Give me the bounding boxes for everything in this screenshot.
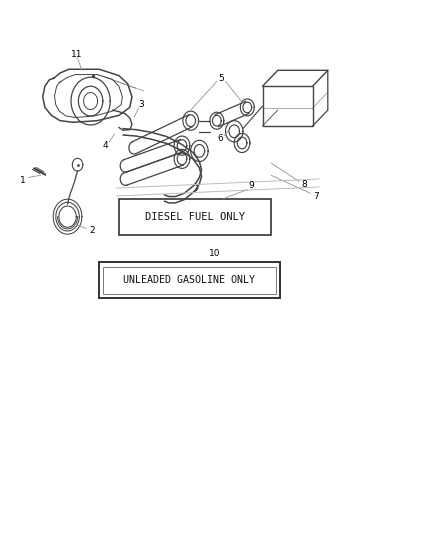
Text: 10: 10 [209, 249, 220, 258]
Text: 8: 8 [301, 180, 307, 189]
Text: 1: 1 [20, 176, 26, 185]
Text: 9: 9 [249, 181, 254, 190]
Text: 4: 4 [103, 141, 109, 150]
Text: 7: 7 [313, 192, 318, 201]
Bar [119, 199, 271, 235]
Text: 6: 6 [217, 134, 223, 143]
Text: 3: 3 [139, 100, 145, 109]
Text: 5: 5 [218, 74, 224, 83]
Bar [103, 266, 276, 294]
Text: 2: 2 [89, 226, 95, 235]
Bar [99, 262, 280, 298]
Text: 11: 11 [71, 50, 82, 59]
Text: UNLEADED GASOLINE ONLY: UNLEADED GASOLINE ONLY [124, 275, 255, 285]
Bar [262, 86, 313, 126]
Text: DIESEL FUEL ONLY: DIESEL FUEL ONLY [145, 212, 245, 222]
